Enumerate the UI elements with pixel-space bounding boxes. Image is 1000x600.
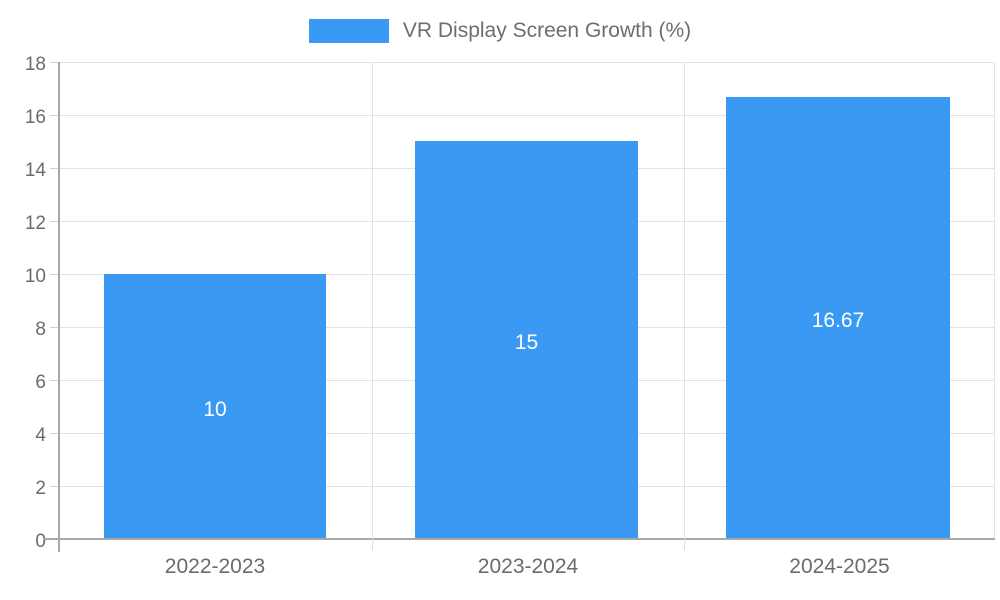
plot-frame-right-edge — [994, 62, 995, 538]
bar-value-label-2024-2025: 16.67 — [811, 309, 865, 332]
bar-2022-2023[interactable]: 10 — [104, 273, 326, 538]
y-tick-label-16: 16 — [24, 107, 46, 128]
y-tick-label-12: 12 — [24, 213, 46, 234]
legend-color-swatch-icon — [308, 19, 389, 43]
y-tick-mark-14 — [50, 168, 58, 169]
bar-2023-2024[interactable]: 15 — [415, 141, 638, 538]
y-tick-mark-10 — [50, 274, 58, 275]
y-tick-mark-2 — [50, 486, 58, 487]
y-tick-label-4: 4 — [35, 425, 46, 446]
y-tick-label-8: 8 — [35, 319, 46, 340]
gridline-h-18 — [58, 62, 995, 63]
y-tick-label-0: 0 — [35, 531, 46, 552]
y-tick-label-10: 10 — [24, 266, 46, 287]
x-tick-label-2023-2024: 2023-2024 — [477, 555, 579, 578]
legend-item-vr-display-screen-growth[interactable]: VR Display Screen Growth (%) — [308, 19, 692, 43]
bar-2024-2025[interactable]: 16.67 — [726, 97, 950, 538]
y-tick-label-14: 14 — [24, 160, 46, 181]
y-axis-line — [58, 62, 60, 552]
y-tick-label-2: 2 — [35, 478, 46, 499]
x-tick-label-2024-2025: 2024-2025 — [789, 555, 890, 578]
bar-value-label-2023-2024: 15 — [514, 331, 539, 354]
y-tick-label-18: 18 — [24, 54, 46, 75]
y-tick-mark-12 — [50, 221, 58, 222]
gridline-v-category-1 — [372, 62, 373, 538]
y-tick-mark-8 — [50, 327, 58, 328]
y-tick-mark-18 — [50, 62, 58, 63]
x-tick-mark-2 — [684, 538, 685, 550]
gridline-v-category-2 — [684, 62, 685, 538]
y-tick-mark-4 — [50, 433, 58, 434]
x-axis-line — [44, 538, 995, 540]
x-tick-label-2022-2023: 2022-2023 — [164, 555, 266, 578]
chart-legend: VR Display Screen Growth (%) — [0, 14, 1000, 48]
legend-label: VR Display Screen Growth (%) — [402, 19, 692, 42]
y-tick-mark-6 — [50, 380, 58, 381]
y-tick-label-6: 6 — [35, 372, 46, 393]
y-tick-mark-16 — [50, 115, 58, 116]
plot-area: 10 15 16.67 — [58, 62, 995, 538]
bar-value-label-2022-2023: 10 — [203, 398, 227, 421]
gridline-h-16 — [58, 115, 995, 116]
x-tick-mark-1 — [372, 538, 373, 550]
y-axis-tick-labels: 18 16 14 12 10 8 6 4 2 0 — [0, 0, 46, 600]
